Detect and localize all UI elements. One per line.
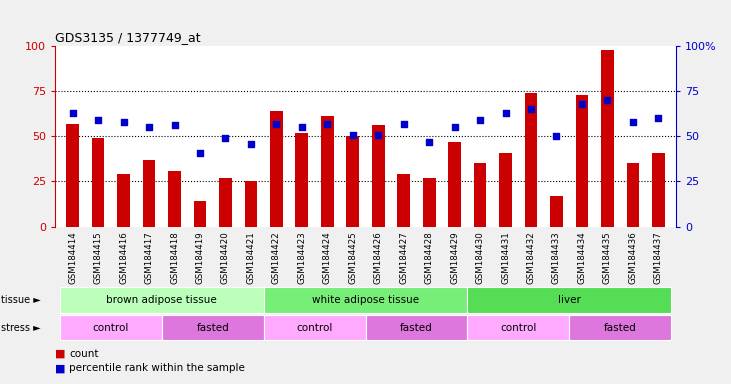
Text: count: count: [69, 349, 99, 359]
Text: GSM184434: GSM184434: [577, 231, 586, 284]
Text: control: control: [296, 323, 333, 333]
Bar: [162, 315, 264, 340]
Bar: [60, 315, 162, 340]
Bar: [601, 50, 614, 227]
Text: GDS3135 / 1377749_at: GDS3135 / 1377749_at: [55, 31, 200, 44]
Text: GSM184427: GSM184427: [399, 231, 408, 284]
Text: GSM184422: GSM184422: [272, 231, 281, 284]
Text: GSM184429: GSM184429: [450, 231, 459, 284]
Point: [322, 121, 333, 127]
Point: [219, 135, 231, 141]
Text: GSM184428: GSM184428: [425, 231, 433, 284]
Text: GSM184426: GSM184426: [374, 231, 383, 284]
Text: GSM184416: GSM184416: [119, 231, 128, 284]
Point: [550, 133, 562, 139]
Point: [92, 117, 104, 123]
Bar: [569, 315, 671, 340]
Point: [372, 131, 384, 137]
Text: white adipose tissue: white adipose tissue: [312, 295, 419, 305]
Text: GSM184420: GSM184420: [221, 231, 230, 284]
Bar: [194, 201, 206, 227]
Bar: [117, 174, 130, 227]
Point: [449, 124, 461, 131]
Bar: [321, 116, 333, 227]
Bar: [467, 287, 671, 313]
Text: stress ►: stress ►: [1, 323, 41, 333]
Text: fasted: fasted: [197, 323, 229, 333]
Bar: [550, 196, 563, 227]
Point: [653, 115, 664, 121]
Bar: [372, 126, 385, 227]
Bar: [245, 182, 257, 227]
Text: GSM184425: GSM184425: [348, 231, 357, 284]
Bar: [67, 124, 79, 227]
Bar: [143, 160, 156, 227]
Text: liver: liver: [558, 295, 580, 305]
Point: [169, 122, 181, 129]
Bar: [168, 170, 181, 227]
Text: ■: ■: [55, 363, 65, 373]
Point: [67, 110, 78, 116]
Bar: [264, 287, 467, 313]
Bar: [499, 152, 512, 227]
Text: control: control: [93, 323, 129, 333]
Point: [118, 119, 129, 125]
Bar: [346, 136, 359, 227]
Text: tissue ►: tissue ►: [1, 295, 41, 305]
Point: [474, 117, 486, 123]
Text: GSM184432: GSM184432: [526, 231, 536, 284]
Bar: [423, 178, 436, 227]
Text: GSM184430: GSM184430: [476, 231, 485, 284]
Text: GSM184431: GSM184431: [501, 231, 510, 284]
Text: GSM184437: GSM184437: [654, 231, 663, 284]
Text: GSM184419: GSM184419: [195, 231, 205, 284]
Bar: [448, 142, 461, 227]
Text: GSM184436: GSM184436: [629, 231, 637, 284]
Bar: [60, 287, 264, 313]
Point: [347, 131, 359, 137]
Point: [627, 119, 639, 125]
Point: [194, 149, 206, 156]
Text: GSM184418: GSM184418: [170, 231, 179, 284]
Text: GSM184433: GSM184433: [552, 231, 561, 284]
Bar: [474, 164, 486, 227]
Text: GSM184424: GSM184424: [323, 231, 332, 284]
Text: GSM184421: GSM184421: [246, 231, 255, 284]
Bar: [398, 174, 410, 227]
Bar: [366, 315, 467, 340]
Text: GSM184415: GSM184415: [94, 231, 102, 284]
Text: GSM184423: GSM184423: [298, 231, 306, 284]
Bar: [270, 111, 283, 227]
Point: [270, 121, 282, 127]
Text: GSM184417: GSM184417: [145, 231, 154, 284]
Point: [245, 141, 257, 147]
Text: control: control: [500, 323, 537, 333]
Point: [602, 97, 613, 103]
Text: ■: ■: [55, 349, 65, 359]
Point: [576, 101, 588, 107]
Bar: [626, 164, 639, 227]
Bar: [575, 95, 588, 227]
Point: [398, 121, 409, 127]
Text: brown adipose tissue: brown adipose tissue: [107, 295, 217, 305]
Point: [423, 139, 435, 145]
Bar: [295, 133, 308, 227]
Text: GSM184435: GSM184435: [603, 231, 612, 284]
Text: percentile rank within the sample: percentile rank within the sample: [69, 363, 246, 373]
Bar: [92, 138, 105, 227]
Bar: [264, 315, 366, 340]
Bar: [652, 152, 664, 227]
Bar: [219, 178, 232, 227]
Point: [525, 106, 537, 112]
Point: [143, 124, 155, 131]
Text: fasted: fasted: [604, 323, 637, 333]
Point: [500, 110, 512, 116]
Point: [296, 124, 308, 131]
Bar: [525, 93, 537, 227]
Text: GSM184414: GSM184414: [68, 231, 77, 284]
Bar: [467, 315, 569, 340]
Text: fasted: fasted: [400, 323, 433, 333]
